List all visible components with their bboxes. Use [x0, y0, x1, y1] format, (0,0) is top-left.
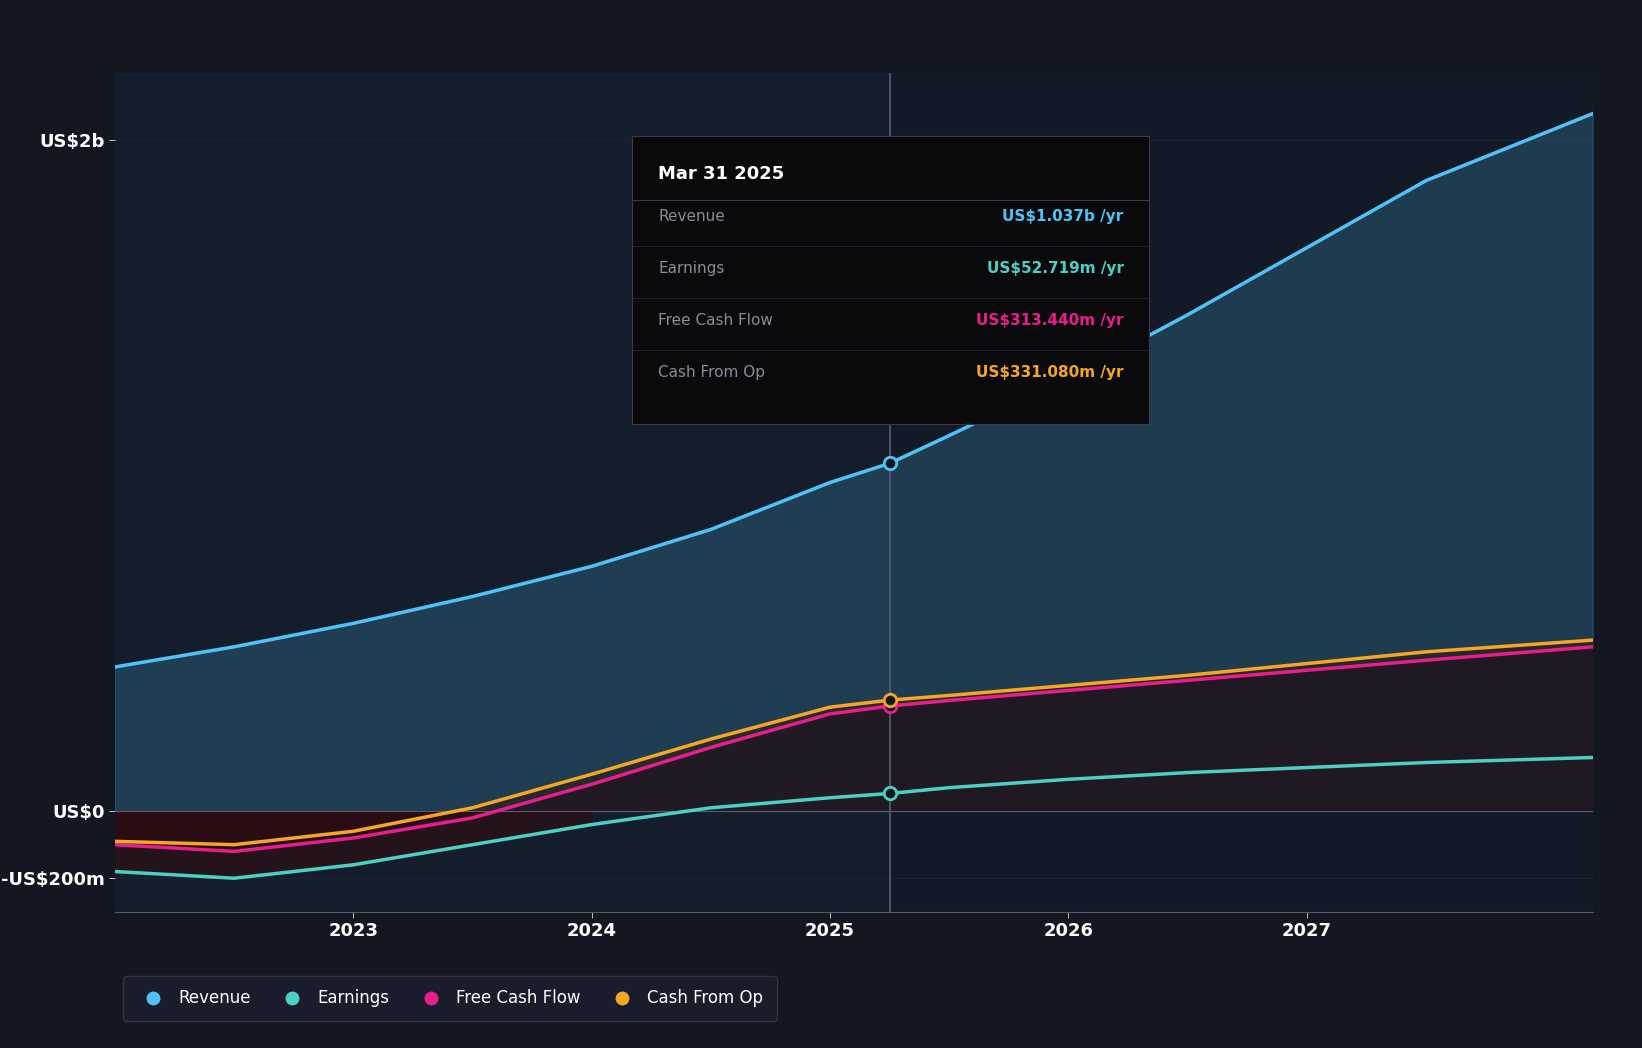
- Point: [877, 692, 903, 708]
- Text: Revenue: Revenue: [658, 210, 724, 224]
- Text: Mar 31 2025: Mar 31 2025: [658, 165, 785, 183]
- Bar: [890, 73, 1593, 912]
- Text: US$1.037b /yr: US$1.037b /yr: [1002, 210, 1123, 224]
- Text: US$313.440m /yr: US$313.440m /yr: [975, 313, 1123, 328]
- Point: [877, 785, 903, 802]
- Bar: [115, 73, 890, 912]
- Text: Earnings: Earnings: [658, 261, 724, 277]
- Text: US$331.080m /yr: US$331.080m /yr: [975, 365, 1123, 380]
- Text: US$52.719m /yr: US$52.719m /yr: [987, 261, 1123, 277]
- Legend: Revenue, Earnings, Free Cash Flow, Cash From Op: Revenue, Earnings, Free Cash Flow, Cash …: [123, 976, 777, 1021]
- Text: Past: Past: [834, 155, 878, 173]
- Point: [877, 455, 903, 472]
- Text: Analysts Forecasts: Analysts Forecasts: [901, 155, 1069, 173]
- Text: Cash From Op: Cash From Op: [658, 365, 765, 380]
- Point: [877, 698, 903, 715]
- Text: Free Cash Flow: Free Cash Flow: [658, 313, 773, 328]
